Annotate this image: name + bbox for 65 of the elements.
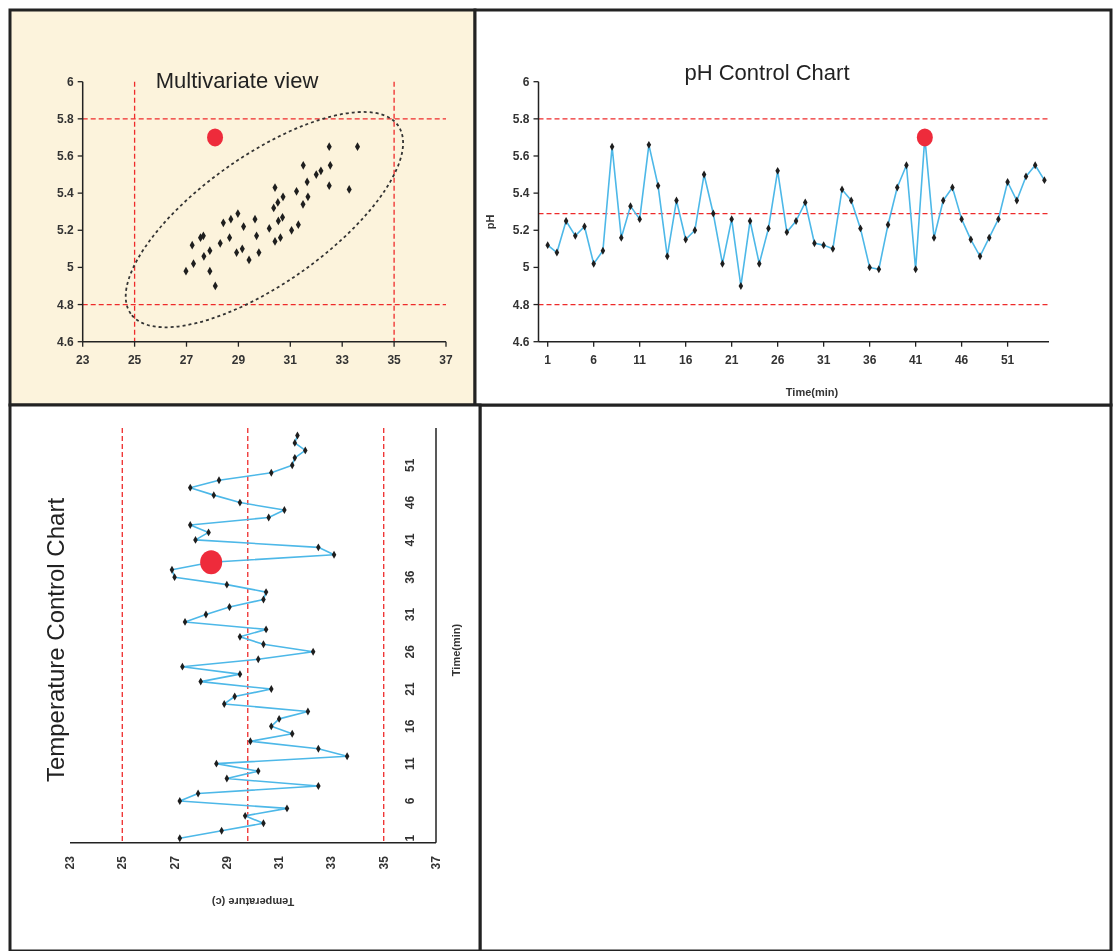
y-tick-label: 1 [403, 834, 417, 842]
x-tick-label: 1 [544, 352, 552, 367]
y-tick-label: 5.6 [57, 148, 75, 163]
x-tick-label: 6 [590, 352, 598, 367]
y-axis-title: pH [484, 214, 496, 230]
point [916, 128, 933, 147]
text: Temperature Control Chart [41, 497, 69, 783]
x-tick-label: 51 [1000, 352, 1015, 367]
y-tick-label: 5.6 [512, 148, 530, 163]
y-tick-label: 5.4 [512, 186, 530, 201]
y-tick-label: 21 [403, 682, 417, 696]
y-tick-label: 36 [403, 570, 417, 584]
y-tick-label: 31 [403, 607, 417, 622]
x-tick-label: 11 [633, 352, 647, 367]
x-tick-label: 33 [335, 352, 350, 367]
x-tick-label: 29 [219, 855, 234, 870]
x-tick-label: 35 [387, 352, 402, 367]
y-tick-label: 5.4 [57, 186, 75, 201]
y-tick-label: 5.8 [512, 111, 530, 126]
x-tick-label: 23 [76, 352, 90, 367]
y-tick-label: 46 [403, 495, 417, 510]
y-tick-label: 41 [403, 532, 417, 547]
y-tick-label: 5.2 [512, 223, 530, 238]
x-tick-label: 37 [429, 855, 443, 870]
chart-title: pH Control Chart [684, 59, 850, 85]
point [207, 128, 224, 147]
x-axis-title: Time(min) [785, 386, 839, 398]
point [190, 259, 197, 269]
y-tick-label: 5.2 [57, 223, 75, 238]
x-tick-label: 35 [376, 855, 391, 870]
chart-title: Multivariate view [155, 67, 319, 93]
y-tick-label: 6 [403, 797, 417, 805]
x-tick-label: 26 [770, 352, 785, 367]
x-tick-label: 31 [816, 352, 831, 367]
y-tick-label: 4.8 [57, 297, 75, 312]
x-tick-label: 16 [678, 352, 693, 367]
x-axis-title: Temperature (c) [211, 896, 295, 908]
y-tick-label: 6 [67, 74, 75, 89]
y-axis-title: Time(min) [450, 623, 462, 677]
x-tick-label: 33 [324, 855, 339, 870]
x-tick-label: 29 [231, 352, 246, 367]
x-tick-label: 41 [908, 352, 923, 367]
y-tick-label: 4.6 [512, 334, 530, 349]
y-tick-label: 6 [522, 74, 530, 89]
y-tick-label: 11 [403, 756, 417, 770]
x-tick-label: 21 [724, 352, 739, 367]
x-tick-label: 31 [272, 855, 287, 870]
y-tick-label: 5.8 [57, 111, 75, 126]
x-tick-label: 25 [115, 855, 130, 870]
y-tick-label: 5 [67, 260, 75, 275]
y-tick-label: 4.8 [512, 297, 530, 312]
y-tick-label: 16 [403, 719, 417, 734]
x-tick-label: 31 [283, 352, 298, 367]
y-tick-label: 4.6 [57, 334, 75, 349]
x-tick-label: 25 [127, 352, 142, 367]
y-tick-label: 26 [403, 644, 417, 659]
x-tick-label: 37 [439, 352, 453, 367]
x-tick-label: 27 [167, 855, 182, 870]
y-tick-label: 5 [522, 260, 530, 275]
y-tick-label: 51 [403, 458, 417, 472]
x-tick-label: 46 [954, 352, 969, 367]
x-tick-label: 23 [63, 855, 77, 870]
point [354, 142, 361, 152]
x-tick-label: 36 [862, 352, 877, 367]
x-tick-label: 27 [179, 352, 194, 367]
